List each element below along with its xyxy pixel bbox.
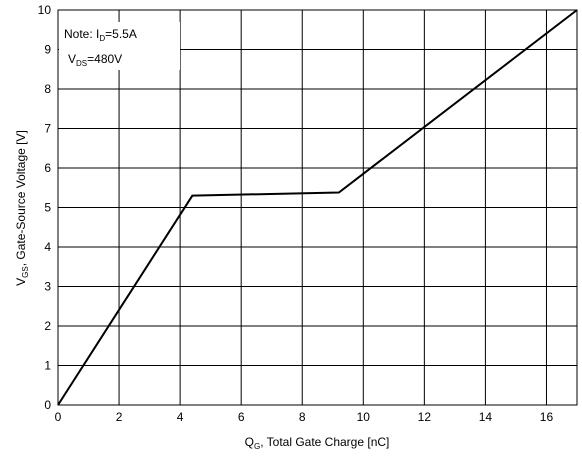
- y-tick-label: 6: [44, 161, 51, 175]
- x-tick-label: 8: [299, 410, 306, 424]
- y-tick-label: 8: [44, 82, 51, 96]
- x-tick-label: 12: [418, 410, 432, 424]
- plot-frame: [57, 9, 578, 406]
- x-tick-label: 4: [177, 410, 184, 424]
- x-axis-label: QG, Total Gate Charge [nC]: [245, 435, 390, 451]
- y-tick-label: 9: [44, 43, 51, 57]
- y-tick-label: 2: [44, 319, 51, 333]
- series-line: [57, 9, 578, 406]
- x-tick-label: 6: [238, 410, 245, 424]
- note-background: [59, 22, 180, 70]
- note-line-1: Note: ID=5.5A: [64, 27, 137, 43]
- y-tick-labels: 0 1 2 3 4 5 6 7 8 9 10: [38, 3, 52, 412]
- x-tick-label: 0: [55, 410, 62, 424]
- note-line-2: VDS=480V: [68, 52, 122, 68]
- y-tick-label: 4: [44, 240, 51, 254]
- y-tick-label: 5: [44, 201, 51, 215]
- y-tick-label: 0: [44, 398, 51, 412]
- x-tick-label: 16: [540, 410, 554, 424]
- y-axis-label: VGS, Gate-Source Voltage [V]: [14, 130, 30, 286]
- x-tick-labels: 0 2 4 6 8 10 12 14 16: [55, 410, 554, 424]
- series-group: [57, 9, 578, 406]
- y-tick-label: 10: [38, 3, 52, 17]
- x-tick-label: 2: [116, 410, 123, 424]
- y-tick-label: 3: [44, 280, 51, 294]
- x-tick-label: 14: [479, 410, 493, 424]
- y-tick-label: 1: [44, 359, 51, 373]
- x-tick-label: 10: [357, 410, 371, 424]
- y-tick-label: 7: [44, 122, 51, 136]
- grid: [58, 10, 577, 405]
